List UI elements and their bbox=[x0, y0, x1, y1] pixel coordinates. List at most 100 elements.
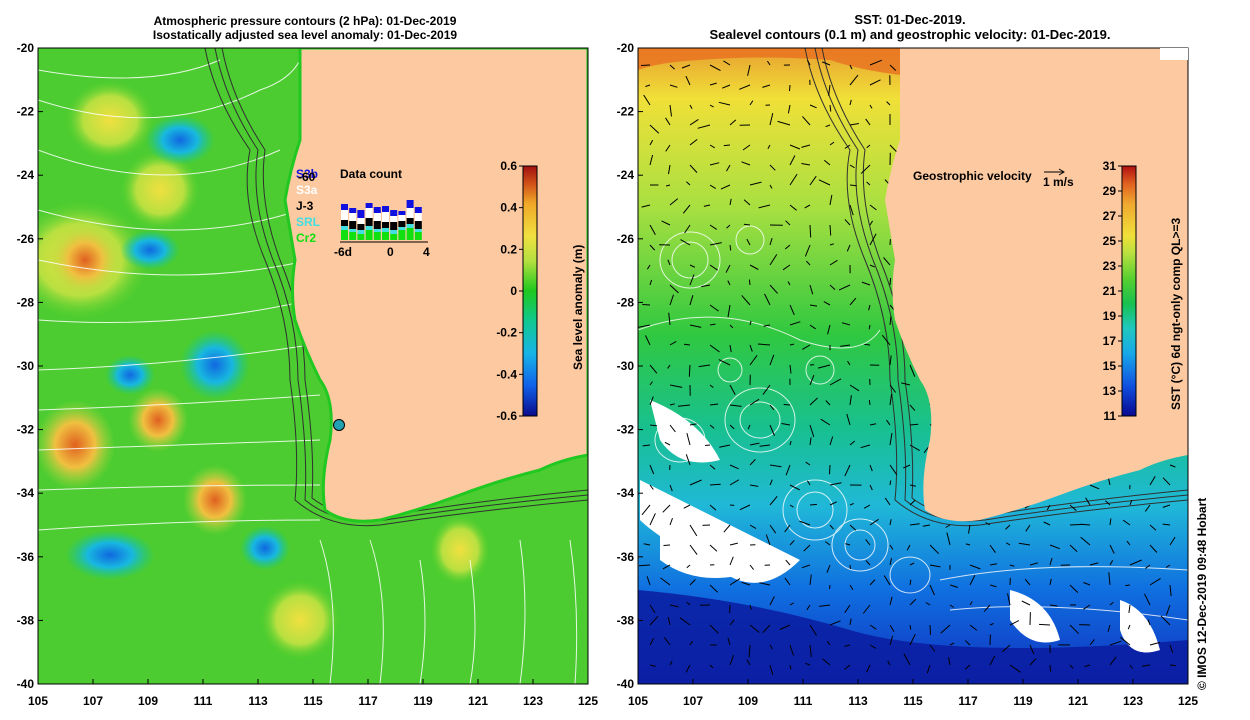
right-map-title: SST: 01-Dec-2019. Sealevel contours (0.1… bbox=[640, 12, 1180, 42]
velocity-arrow bbox=[863, 504, 871, 509]
velocity-arrow bbox=[838, 284, 851, 291]
velocity-arrow bbox=[903, 653, 911, 666]
velocity-arrow bbox=[1005, 524, 1011, 530]
velocity-arrow bbox=[1109, 656, 1117, 666]
velocity-arrow bbox=[1122, 519, 1131, 526]
velocity-arrow bbox=[649, 513, 656, 526]
velocity-arrow bbox=[845, 543, 851, 546]
velocity-arrow bbox=[949, 642, 955, 646]
velocity-arrow bbox=[799, 520, 811, 526]
velocity-arrow bbox=[829, 224, 832, 236]
data-count-bar-segment bbox=[357, 210, 365, 218]
velocity-arrow bbox=[864, 343, 871, 346]
velocity-arrow bbox=[901, 382, 911, 386]
data-count-bar-segment bbox=[373, 207, 381, 213]
data-count-bar-segment bbox=[341, 230, 348, 240]
velocity-arrow bbox=[1109, 640, 1122, 646]
right-lat-tick-label: -32 bbox=[617, 423, 635, 437]
velocity-arrow bbox=[809, 397, 818, 406]
velocity-arrow bbox=[749, 524, 757, 530]
velocity-arrow bbox=[789, 84, 791, 92]
velocity-arrow bbox=[679, 617, 691, 626]
data-count-bar-segment bbox=[382, 222, 389, 228]
velocity-arrow bbox=[909, 579, 912, 586]
velocity-arrow bbox=[709, 344, 720, 353]
left-title-line2: Isostatically adjusted sea level anomaly… bbox=[152, 28, 458, 42]
velocity-arrow bbox=[785, 464, 791, 476]
velocity-arrow bbox=[1109, 518, 1112, 526]
velocity-arrow bbox=[989, 544, 996, 553]
velocity-arrow bbox=[825, 124, 831, 128]
colorbar-tick-label: 13 bbox=[1103, 384, 1117, 398]
velocity-arrow bbox=[849, 164, 855, 169]
velocity-arrow bbox=[1109, 601, 1114, 606]
left-lat-tick-label: -20 bbox=[17, 41, 35, 55]
velocity-arrow bbox=[1129, 664, 1133, 669]
cloud-mask bbox=[640, 400, 800, 583]
colorbar-tick-label: 0.2 bbox=[500, 242, 517, 256]
velocity-arrow bbox=[926, 664, 931, 674]
velocity-arrow bbox=[1129, 499, 1133, 506]
velocity-arrow bbox=[1144, 504, 1151, 512]
velocity-arrow bbox=[844, 664, 851, 670]
velocity-arrow bbox=[646, 264, 651, 270]
velocity-arrow bbox=[689, 579, 696, 586]
velocity-arrow bbox=[1109, 559, 1114, 566]
right-lon-axis: 105 107 109 111 113 115 117 119 121 123 125 bbox=[628, 679, 1198, 708]
sla-warm-patch bbox=[260, 580, 340, 660]
velocity-arrow bbox=[1038, 623, 1051, 626]
velocity-arrow bbox=[809, 574, 812, 586]
australia-landmass bbox=[283, 48, 588, 523]
velocity-arrow bbox=[729, 119, 737, 126]
colorbar-tick-label: 25 bbox=[1103, 234, 1117, 248]
velocity-arrow bbox=[1069, 624, 1080, 635]
velocity-arrow bbox=[1169, 584, 1172, 597]
data-count-bar-segment bbox=[382, 212, 389, 222]
velocity-arrow bbox=[889, 432, 893, 446]
right-title-line1: SST: 01-Dec-2019. bbox=[854, 12, 966, 27]
velocity-arrow bbox=[769, 112, 774, 126]
velocity-arrow bbox=[1089, 484, 1100, 490]
sla-low-eddy bbox=[240, 526, 290, 570]
velocity-arrow bbox=[1149, 641, 1161, 646]
velocity-arrow bbox=[709, 162, 720, 166]
velocity-arrow bbox=[889, 384, 896, 393]
velocity-arrow bbox=[1069, 504, 1077, 511]
velocity-arrow bbox=[889, 480, 892, 486]
velocity-arrow bbox=[822, 658, 831, 666]
velocity-arrow bbox=[801, 163, 811, 166]
station-marker[interactable] bbox=[333, 419, 345, 431]
data-count-bar-segment bbox=[390, 222, 398, 230]
right-map-panel bbox=[638, 48, 1188, 684]
velocity-arrow bbox=[709, 323, 716, 326]
velocity-arrow bbox=[723, 60, 731, 66]
velocity-arrow bbox=[985, 522, 991, 526]
right-lat-tick-label: -26 bbox=[617, 232, 635, 246]
velocity-arrow bbox=[1145, 564, 1151, 569]
velocity-arrow bbox=[686, 601, 691, 606]
right-lon-tick-label: 113 bbox=[848, 694, 868, 708]
velocity-arrow bbox=[762, 624, 771, 634]
velocity-arrow bbox=[763, 324, 771, 327]
velocity-arrow bbox=[689, 544, 698, 555]
right-lat-tick-label: -30 bbox=[617, 359, 635, 373]
velocity-arrow bbox=[889, 544, 894, 550]
velocity-arrow bbox=[769, 524, 777, 534]
velocity-arrow bbox=[803, 544, 811, 552]
velocity-arrow bbox=[869, 264, 875, 268]
velocity-arrow bbox=[688, 364, 691, 377]
legend-cr2: Cr2 bbox=[296, 231, 316, 245]
velocity-arrow bbox=[965, 543, 971, 546]
colorbar-tick-label: 11 bbox=[1103, 409, 1116, 423]
velocity-arrow bbox=[789, 484, 801, 491]
velocity-arrow bbox=[669, 294, 674, 306]
data-count-bar-segment bbox=[406, 228, 414, 240]
velocity-arrow bbox=[869, 220, 874, 226]
velocity-arrow bbox=[868, 304, 871, 311]
velocity-arrow bbox=[909, 624, 912, 630]
velocity-arrow bbox=[718, 101, 731, 106]
left-lat-tick-label: -22 bbox=[17, 105, 35, 119]
velocity-arrow bbox=[823, 159, 831, 166]
sla-low-eddy bbox=[105, 355, 155, 395]
velocity-arrow bbox=[817, 364, 831, 369]
